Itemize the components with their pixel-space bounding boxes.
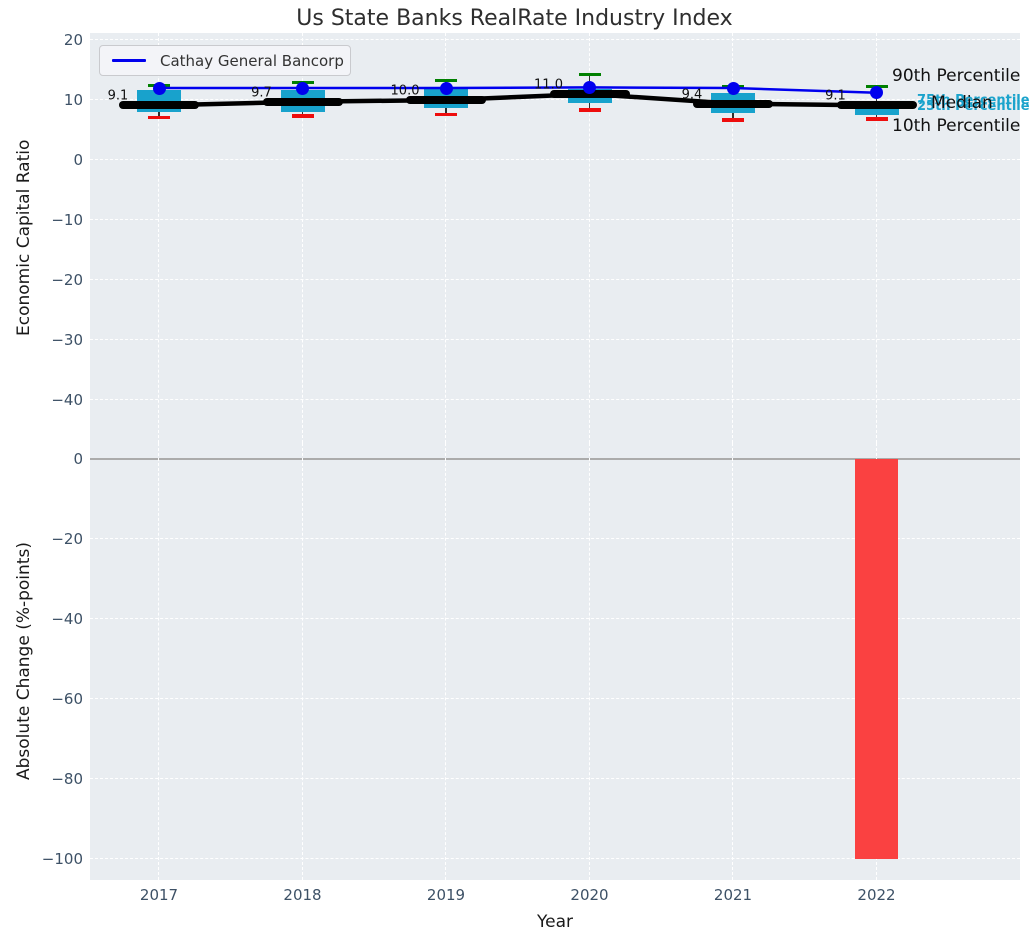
whisker-cap-low (865, 117, 888, 121)
median-segment (693, 99, 773, 108)
x-axis-label: Year (537, 912, 573, 932)
bottom-plot-area (90, 443, 1020, 880)
whisker-cap-low (435, 112, 457, 117)
x-tick-label: 2018 (283, 886, 322, 904)
whisker-cap-low (291, 114, 314, 118)
annotation-median: Median (931, 93, 993, 113)
whisker-cap-low (578, 108, 601, 112)
grid-line-horizontal (90, 698, 1020, 699)
grid-line-vertical (158, 33, 159, 443)
whisker-cap-high (435, 78, 457, 82)
grid-line-horizontal (90, 858, 1020, 859)
grid-line-horizontal (90, 99, 1020, 100)
median-value-label: 9.4 (681, 87, 703, 103)
median-segment (262, 97, 343, 106)
x-tick-label: 2020 (570, 886, 609, 904)
y-tick-label: −30 (51, 331, 83, 349)
annotation-25th-percentile: 25th Percentile (917, 99, 1029, 114)
grid-line-horizontal (90, 279, 1020, 280)
legend-line-sample (112, 59, 146, 62)
median-value-label: 10.0 (390, 83, 420, 99)
grid-line-vertical (875, 33, 877, 443)
zero-line (90, 458, 1020, 460)
annotation-10th-percentile: 10th Percentile (892, 116, 1021, 136)
chart-title: Us State Banks RealRate Industry Index (296, 6, 733, 31)
y-tick-label: 0 (73, 151, 83, 169)
y-tick-label: −40 (51, 391, 83, 409)
median-segment (119, 101, 199, 110)
median-value-label: 9.1 (107, 88, 129, 104)
grid-line-vertical (588, 33, 590, 443)
median-segment (836, 101, 917, 110)
y-tick-label: −80 (51, 770, 83, 788)
x-tick-label: 2022 (857, 886, 896, 904)
grid-line-vertical (445, 443, 446, 880)
x-tick-label: 2021 (713, 886, 753, 904)
grid-line-horizontal (90, 399, 1020, 400)
grid-line-horizontal (90, 159, 1020, 160)
median-segment (406, 96, 486, 104)
grid-line-horizontal (90, 778, 1020, 779)
legend-label: Cathay General Bancorp (160, 51, 344, 70)
grid-line-vertical (445, 33, 446, 443)
company-line (157, 86, 878, 95)
y-tick-label: −10 (51, 211, 83, 229)
annotation-90th-percentile: 90th Percentile (892, 66, 1021, 86)
company-data-point (726, 81, 740, 95)
company-data-point (439, 81, 453, 95)
y-tick-label: 10 (63, 91, 83, 109)
change-bar (855, 459, 898, 859)
legend: Cathay General Bancorp (99, 45, 351, 76)
y-tick-label: −100 (41, 850, 83, 868)
grid-line-vertical (732, 443, 733, 880)
whisker-cap-high (578, 72, 601, 76)
grid-line-vertical (301, 33, 303, 443)
grid-line-vertical (588, 443, 590, 880)
grid-line-horizontal (90, 618, 1020, 619)
median-segment (549, 90, 630, 98)
grid-line-horizontal (90, 39, 1020, 40)
x-tick-label: 2017 (139, 886, 179, 904)
grid-line-horizontal (90, 219, 1020, 220)
y-tick-label: −20 (51, 530, 83, 548)
y-tick-label: −40 (51, 610, 83, 628)
y-tick-label: −60 (51, 690, 83, 708)
company-data-point (296, 81, 309, 95)
grid-line-vertical (301, 443, 303, 880)
y-tick-label: −20 (51, 271, 83, 289)
company-data-point (583, 80, 596, 94)
annotation-75th-percentile: 75th Percentile (917, 93, 1029, 108)
top-plot-area: 9.1 9.7 10.0 11.0 9.4 9.1 (90, 33, 1020, 443)
median-value-label: 9.7 (251, 85, 272, 101)
grid-line-vertical (158, 443, 159, 880)
whisker-cap-low (148, 115, 170, 120)
grid-line-horizontal (90, 339, 1020, 340)
company-data-point (152, 81, 166, 95)
y-tick-label: 20 (63, 31, 83, 49)
y-axis-label-bottom: Absolute Change (%-points) (14, 542, 34, 781)
company-data-point (870, 86, 883, 100)
x-tick-label: 2019 (426, 886, 466, 904)
grid-line-horizontal (90, 538, 1020, 539)
y-tick-label: 0 (73, 450, 83, 468)
median-value-label: 11.0 (534, 77, 563, 93)
grid-line-vertical (732, 33, 733, 443)
median-value-label: 9.1 (825, 88, 846, 104)
whisker-cap-low (722, 118, 744, 122)
